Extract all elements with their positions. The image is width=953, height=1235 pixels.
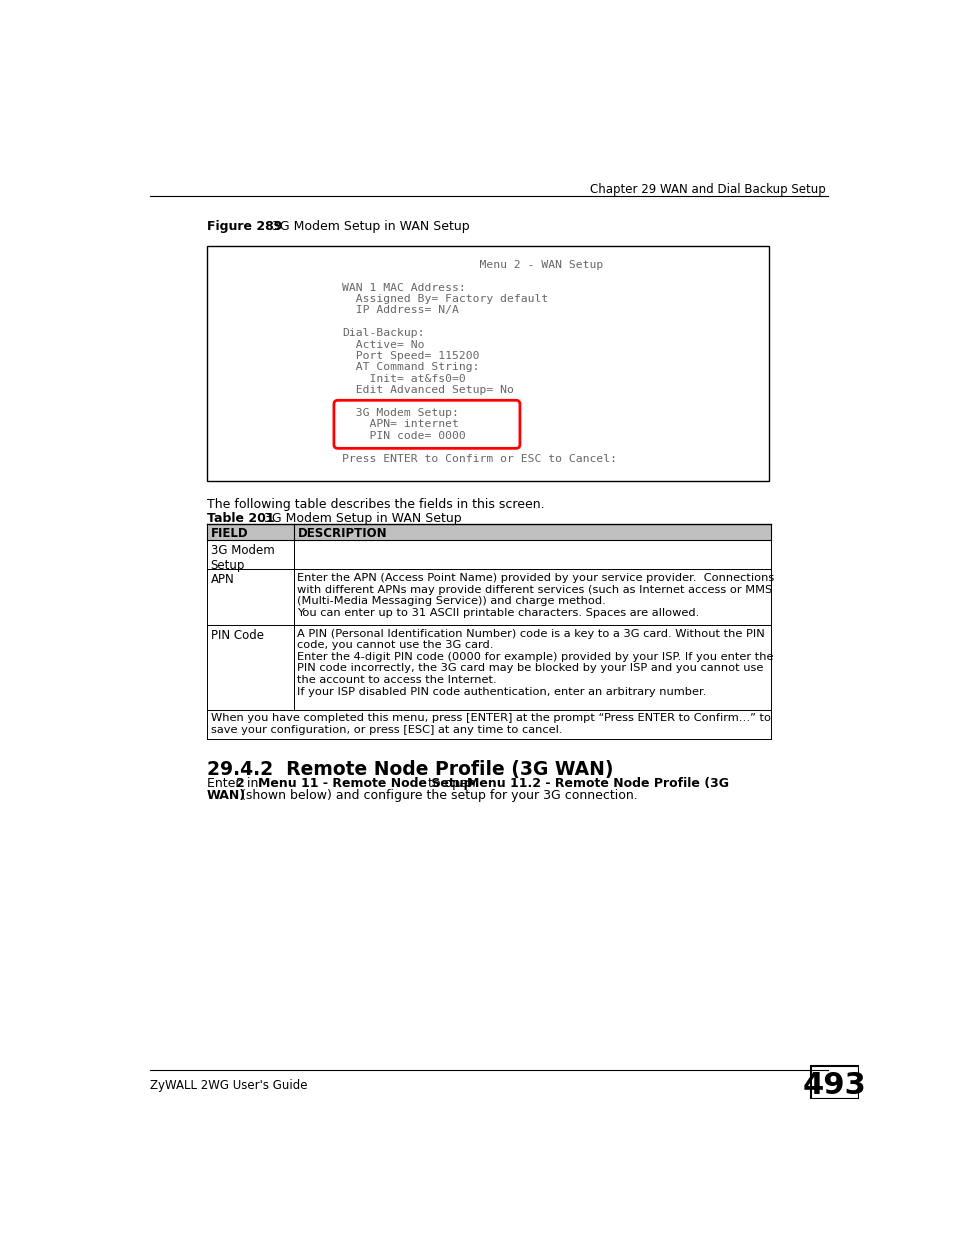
Text: The following table describes the fields in this screen.: The following table describes the fields… (207, 498, 544, 511)
Text: in: in (242, 777, 262, 790)
Text: Edit Advanced Setup= No: Edit Advanced Setup= No (342, 385, 514, 395)
Bar (207, 569, 770, 625)
Text: 3G Modem Setup:: 3G Modem Setup: (342, 408, 458, 417)
Text: 3G Modem
Setup: 3G Modem Setup (211, 543, 274, 572)
Text: 29.4.2  Remote Node Profile (3G WAN): 29.4.2 Remote Node Profile (3G WAN) (207, 761, 613, 779)
Text: Press ENTER to Confirm or ESC to Cancel:: Press ENTER to Confirm or ESC to Cancel: (342, 453, 617, 463)
Bar (207, 625, 770, 710)
Text: DESCRIPTION: DESCRIPTION (297, 527, 387, 540)
Bar (207, 246, 768, 480)
Text: A PIN (Personal Identification Number) code is a key to a 3G card. Without the P: A PIN (Personal Identification Number) c… (297, 629, 773, 697)
Text: 2: 2 (235, 777, 244, 790)
Text: AT Command String:: AT Command String: (342, 362, 479, 373)
Text: Menu 2 - WAN Setup: Menu 2 - WAN Setup (342, 259, 603, 270)
Text: 493: 493 (802, 1071, 866, 1099)
Text: Table 201: Table 201 (207, 511, 274, 525)
Text: APN= internet: APN= internet (342, 420, 458, 430)
Text: PIN Code: PIN Code (211, 629, 263, 642)
Text: Chapter 29 WAN and Dial Backup Setup: Chapter 29 WAN and Dial Backup Setup (590, 183, 825, 196)
Text: WAN): WAN) (207, 789, 246, 802)
Text: Active= No: Active= No (342, 340, 424, 350)
Text: Dial-Backup:: Dial-Backup: (342, 329, 424, 338)
Text: WAN 1 MAC Address:: WAN 1 MAC Address: (342, 283, 466, 293)
Bar (207, 540, 770, 569)
Text: Enter the APN (Access Point Name) provided by your service provider.  Connection: Enter the APN (Access Point Name) provid… (297, 573, 774, 618)
Text: FIELD: FIELD (211, 527, 248, 540)
Text: Assigned By= Factory default: Assigned By= Factory default (342, 294, 548, 304)
Text: Port Speed= 115200: Port Speed= 115200 (342, 351, 479, 361)
Text: Figure 289: Figure 289 (207, 220, 282, 233)
Text: Init= at&fs0=0: Init= at&fs0=0 (342, 374, 466, 384)
Text: APN: APN (211, 573, 234, 587)
Text: Menu 11 - Remote Node Setup: Menu 11 - Remote Node Setup (257, 777, 472, 790)
Text: (shown below) and configure the setup for your 3G connection.: (shown below) and configure the setup fo… (237, 789, 638, 802)
Bar (207, 710, 770, 739)
Text: Menu 11.2 - Remote Node Profile (3G: Menu 11.2 - Remote Node Profile (3G (467, 777, 728, 790)
Text: 3G Modem Setup in WAN Setup: 3G Modem Setup in WAN Setup (259, 220, 469, 233)
Bar (207, 524, 770, 540)
Bar (810, 1066, 858, 1099)
Text: 3G Modem Setup in WAN Setup: 3G Modem Setup in WAN Setup (252, 511, 461, 525)
Text: When you have completed this menu, press [ENTER] at the prompt “Press ENTER to C: When you have completed this menu, press… (211, 714, 770, 735)
Text: PIN code= 0000: PIN code= 0000 (342, 431, 466, 441)
Text: to open: to open (423, 777, 479, 790)
Text: Enter: Enter (207, 777, 244, 790)
Text: IP Address= N/A: IP Address= N/A (342, 305, 458, 315)
Text: ZyWALL 2WG User's Guide: ZyWALL 2WG User's Guide (150, 1079, 308, 1092)
